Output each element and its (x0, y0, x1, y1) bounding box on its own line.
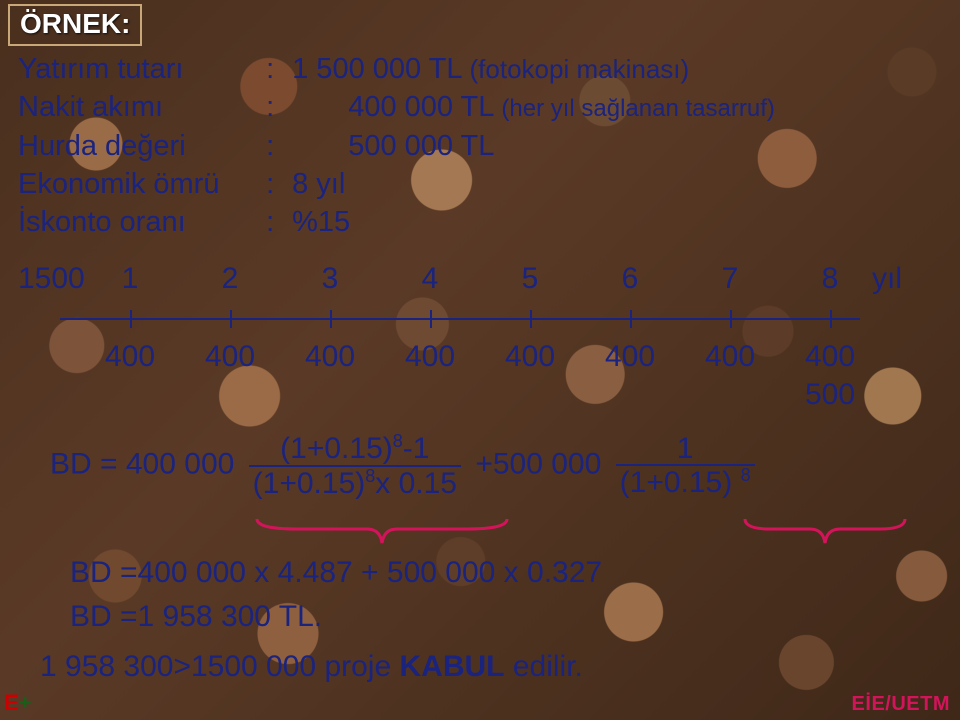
cf-7: 400 (705, 340, 755, 374)
fraction-salvage: 1 (1+0.15) 8 (616, 433, 755, 499)
year-1: 1 (122, 262, 139, 296)
param-investment: Yatırım tutarı : 1 500 000 TL (fotokopi … (18, 50, 950, 88)
formula-plus: +500 000 (475, 447, 601, 480)
decision-c: edilir. (505, 650, 583, 683)
param-salvage: Hurda değeri : 500 000 TL (18, 127, 950, 165)
value-discount: %15 (292, 206, 350, 238)
year-6: 6 (622, 262, 639, 296)
decision-kabul: KABUL (400, 650, 505, 683)
tick-8 (830, 310, 832, 328)
footer-eie: EİE/UETM (852, 693, 950, 716)
logo-plus: + (19, 690, 32, 715)
frac1-den: (1+0.15)8x 0.15 (249, 467, 461, 500)
frac2-num: 1 (616, 433, 755, 467)
bd-result: BD =1 958 300 TL. (70, 600, 322, 634)
logo-e: E (4, 690, 19, 715)
cf-1: 400 (105, 340, 155, 374)
initial-investment-label: 1500 (18, 262, 85, 296)
param-discount: İskonto oranı : %15 (18, 203, 950, 241)
cf-3: 400 (305, 340, 355, 374)
label-salvage: Hurda değeri (18, 127, 258, 165)
fraction-annuity: (1+0.15)8-1 (1+0.15)8x 0.15 (249, 432, 461, 499)
slide-content: ÖRNEK: Yatırım tutarı : 1 500 000 TL (fo… (0, 0, 960, 720)
decision-a: 1 958 300>1500 000 proje (40, 650, 400, 683)
timeline-axis (60, 318, 860, 320)
brace-annuity-icon (252, 515, 512, 549)
cf-2: 400 (205, 340, 255, 374)
note-cashflow: (her yıl sağlanan tasarruf) (501, 95, 774, 122)
year-unit: yıl (872, 262, 902, 296)
frac2-den: (1+0.15) 8 (616, 466, 755, 499)
formula-prefix: BD = 400 000 (50, 447, 234, 480)
cf-8: 400 (805, 340, 855, 374)
year-7: 7 (722, 262, 739, 296)
cf-6: 400 (605, 340, 655, 374)
label-investment: Yatırım tutarı (18, 50, 258, 88)
label-life: Ekonomik ömrü (18, 165, 258, 203)
logo-eplus: E+ (4, 690, 32, 716)
tick-5 (530, 310, 532, 328)
year-2: 2 (222, 262, 239, 296)
tick-6 (630, 310, 632, 328)
value-investment: 1 500 000 TL (292, 53, 461, 85)
tick-4 (430, 310, 432, 328)
salvage-500: 500 (805, 378, 855, 412)
value-cashflow: 400 000 TL (348, 91, 493, 123)
frac1-num: (1+0.15)8-1 (249, 432, 461, 467)
year-4: 4 (422, 262, 439, 296)
example-heading: ÖRNEK: (8, 4, 142, 46)
label-discount: İskonto oranı (18, 203, 258, 241)
value-salvage: 500 000 TL (348, 130, 494, 162)
brace-pv-icon (740, 515, 910, 549)
tick-2 (230, 310, 232, 328)
bd-numeric: BD =400 000 x 4.487 + 500 000 x 0.327 (70, 556, 602, 590)
label-cashflow: Nakit akımı (18, 88, 258, 126)
param-cashflow: Nakit akımı : 400 000 TL (her yıl sağlan… (18, 88, 950, 126)
parameters-block: Yatırım tutarı : 1 500 000 TL (fotokopi … (18, 50, 950, 241)
year-8: 8 (822, 262, 839, 296)
note-investment: (fotokopi makinası) (470, 54, 690, 84)
param-life: Ekonomik ömrü : 8 yıl (18, 165, 950, 203)
value-life: 8 yıl (292, 168, 345, 200)
bd-formula: BD = 400 000 (1+0.15)8-1 (1+0.15)8x 0.15… (50, 432, 761, 499)
year-5: 5 (522, 262, 539, 296)
tick-3 (330, 310, 332, 328)
decision-line: 1 958 300>1500 000 proje KABUL edilir. (40, 650, 583, 684)
tick-1 (130, 310, 132, 328)
cf-4: 400 (405, 340, 455, 374)
cf-5: 400 (505, 340, 555, 374)
year-3: 3 (322, 262, 339, 296)
tick-7 (730, 310, 732, 328)
